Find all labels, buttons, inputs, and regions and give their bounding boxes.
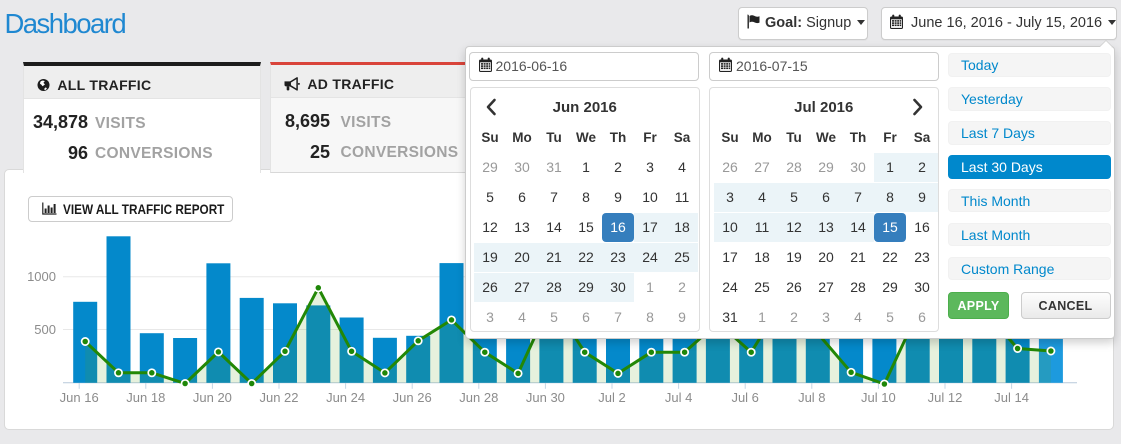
svg-text:Jun 30: Jun 30 bbox=[526, 390, 565, 405]
svg-text:Jul 14: Jul 14 bbox=[994, 390, 1029, 405]
svg-text:Jul 12: Jul 12 bbox=[928, 390, 963, 405]
svg-text:Jun 22: Jun 22 bbox=[259, 390, 298, 405]
svg-text:Jun 20: Jun 20 bbox=[193, 390, 232, 405]
svg-text:Jul 6: Jul 6 bbox=[731, 390, 758, 405]
svg-text:Jul 4: Jul 4 bbox=[665, 390, 692, 405]
svg-text:Jun 24: Jun 24 bbox=[326, 390, 365, 405]
svg-text:Jun 26: Jun 26 bbox=[393, 390, 432, 405]
svg-text:1000: 1000 bbox=[27, 269, 56, 284]
svg-text:Jun 28: Jun 28 bbox=[459, 390, 498, 405]
svg-text:Jun 18: Jun 18 bbox=[126, 390, 165, 405]
svg-text:Jul 8: Jul 8 bbox=[798, 390, 825, 405]
svg-text:500: 500 bbox=[34, 322, 56, 337]
svg-text:Jul 10: Jul 10 bbox=[861, 390, 896, 405]
svg-text:Jun 16: Jun 16 bbox=[60, 390, 99, 405]
svg-text:Jul 2: Jul 2 bbox=[598, 390, 625, 405]
